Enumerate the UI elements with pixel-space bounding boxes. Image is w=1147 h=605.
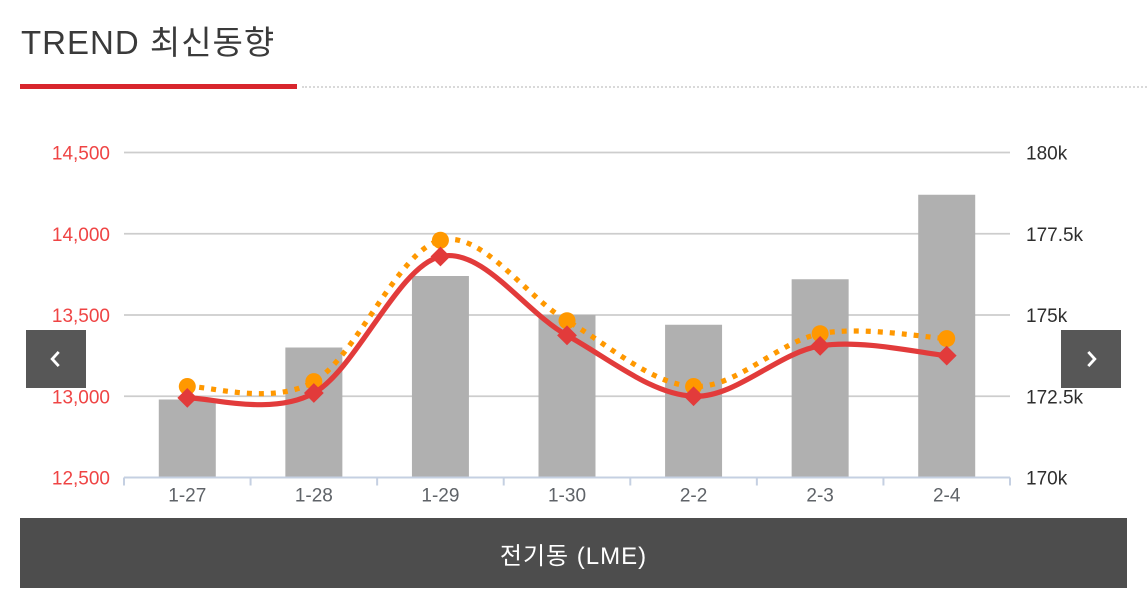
point-solid-1-30 <box>557 325 577 346</box>
point-solid-1-29 <box>430 246 451 267</box>
svg-text:177.5k: 177.5k <box>1026 225 1084 246</box>
line-series-dotted <box>178 231 956 397</box>
svg-text:14,500: 14,500 <box>52 144 110 165</box>
x-axis <box>123 476 1011 486</box>
right-axis-labels: 170k 172.5k 175k 177.5k 180k <box>1026 144 1084 490</box>
svg-text:2-4: 2-4 <box>933 486 961 507</box>
svg-text:2-2: 2-2 <box>680 486 707 507</box>
point-solid-1-28 <box>303 383 324 403</box>
title-underline-dotted <box>302 86 1147 88</box>
point-dotted-1-27 <box>178 378 196 395</box>
svg-text:175k: 175k <box>1026 306 1068 327</box>
point-solid-2-2 <box>683 386 704 407</box>
chevron-left-icon <box>50 351 60 367</box>
svg-text:1-28: 1-28 <box>295 486 333 507</box>
svg-text:12,500: 12,500 <box>52 469 110 490</box>
page-title: TREND 최신동향 <box>21 24 276 61</box>
point-dotted-2-3 <box>811 325 829 343</box>
svg-text:1-30: 1-30 <box>548 486 586 507</box>
point-solid-2-4 <box>936 345 957 366</box>
chevron-right-icon <box>1087 351 1097 367</box>
svg-text:13,000: 13,000 <box>52 387 110 408</box>
point-dotted-1-30 <box>558 312 576 330</box>
svg-text:180k: 180k <box>1026 144 1068 165</box>
svg-text:1-29: 1-29 <box>421 486 459 507</box>
bar-1-27 <box>158 399 216 478</box>
svg-text:1-27: 1-27 <box>168 486 206 507</box>
point-solid-2-3 <box>810 335 831 356</box>
left-axis-labels: 12,500 13,000 13,500 14,000 14,500 <box>52 144 110 490</box>
svg-text:2-3: 2-3 <box>806 486 833 507</box>
svg-text:13,500: 13,500 <box>52 306 110 327</box>
point-dotted-2-4 <box>938 330 956 348</box>
next-button[interactable] <box>1061 330 1121 388</box>
line-series-solid <box>177 246 957 408</box>
bar-1-28 <box>285 347 343 478</box>
svg-text:170k: 170k <box>1026 469 1068 490</box>
bar-1-29 <box>411 276 469 478</box>
x-axis-labels: 1-27 1-28 1-29 1-30 2-2 2-3 2-4 <box>168 486 961 507</box>
point-dotted-1-28 <box>305 373 323 391</box>
bar-2-3 <box>791 279 849 478</box>
title-underline <box>20 84 297 89</box>
prev-button[interactable] <box>26 330 86 388</box>
chart-caption: 전기동 (LME) <box>20 518 1127 588</box>
point-solid-1-27 <box>177 387 198 408</box>
svg-text:14,000: 14,000 <box>52 225 110 246</box>
point-dotted-1-29 <box>431 231 449 249</box>
svg-text:172.5k: 172.5k <box>1026 387 1084 408</box>
